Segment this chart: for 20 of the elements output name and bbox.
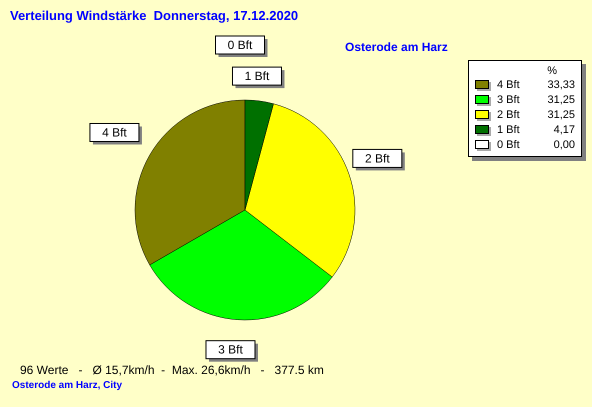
slice-label: 1 Bft [244,69,270,84]
slice-label: 4 Bft [102,125,128,140]
data-label: 4,17 [552,124,575,136]
legend-label: 4 Bft [497,78,521,90]
legend-label: 3 Bft [497,94,521,106]
data-label: 31,25 [546,108,575,120]
text: 96 Werte - Ø 15,7km/h - Max. 26,6km/h - 377.5 km [20,363,324,377]
chart-subtitle: Osterode am Harz [345,40,448,54]
legend-title: % [546,65,558,77]
category-label: 0 Bft [228,38,252,52]
data-label: 33,33 [546,78,575,90]
slice-label: 3 Bft [218,342,244,357]
text: Osterode am Harz, City [12,380,122,391]
data-label: 31,25 [546,94,575,106]
slice-label: 2 Bft [364,151,390,166]
legend-label: 2 Bft [497,108,521,120]
legend-label: 1 Bft [497,124,521,136]
chart-title: Verteilung Windstärke Donnerstag, 17.12.2020 [10,8,298,23]
text: 0,00 [554,138,575,150]
legend-label: 0 Bft [497,138,521,150]
